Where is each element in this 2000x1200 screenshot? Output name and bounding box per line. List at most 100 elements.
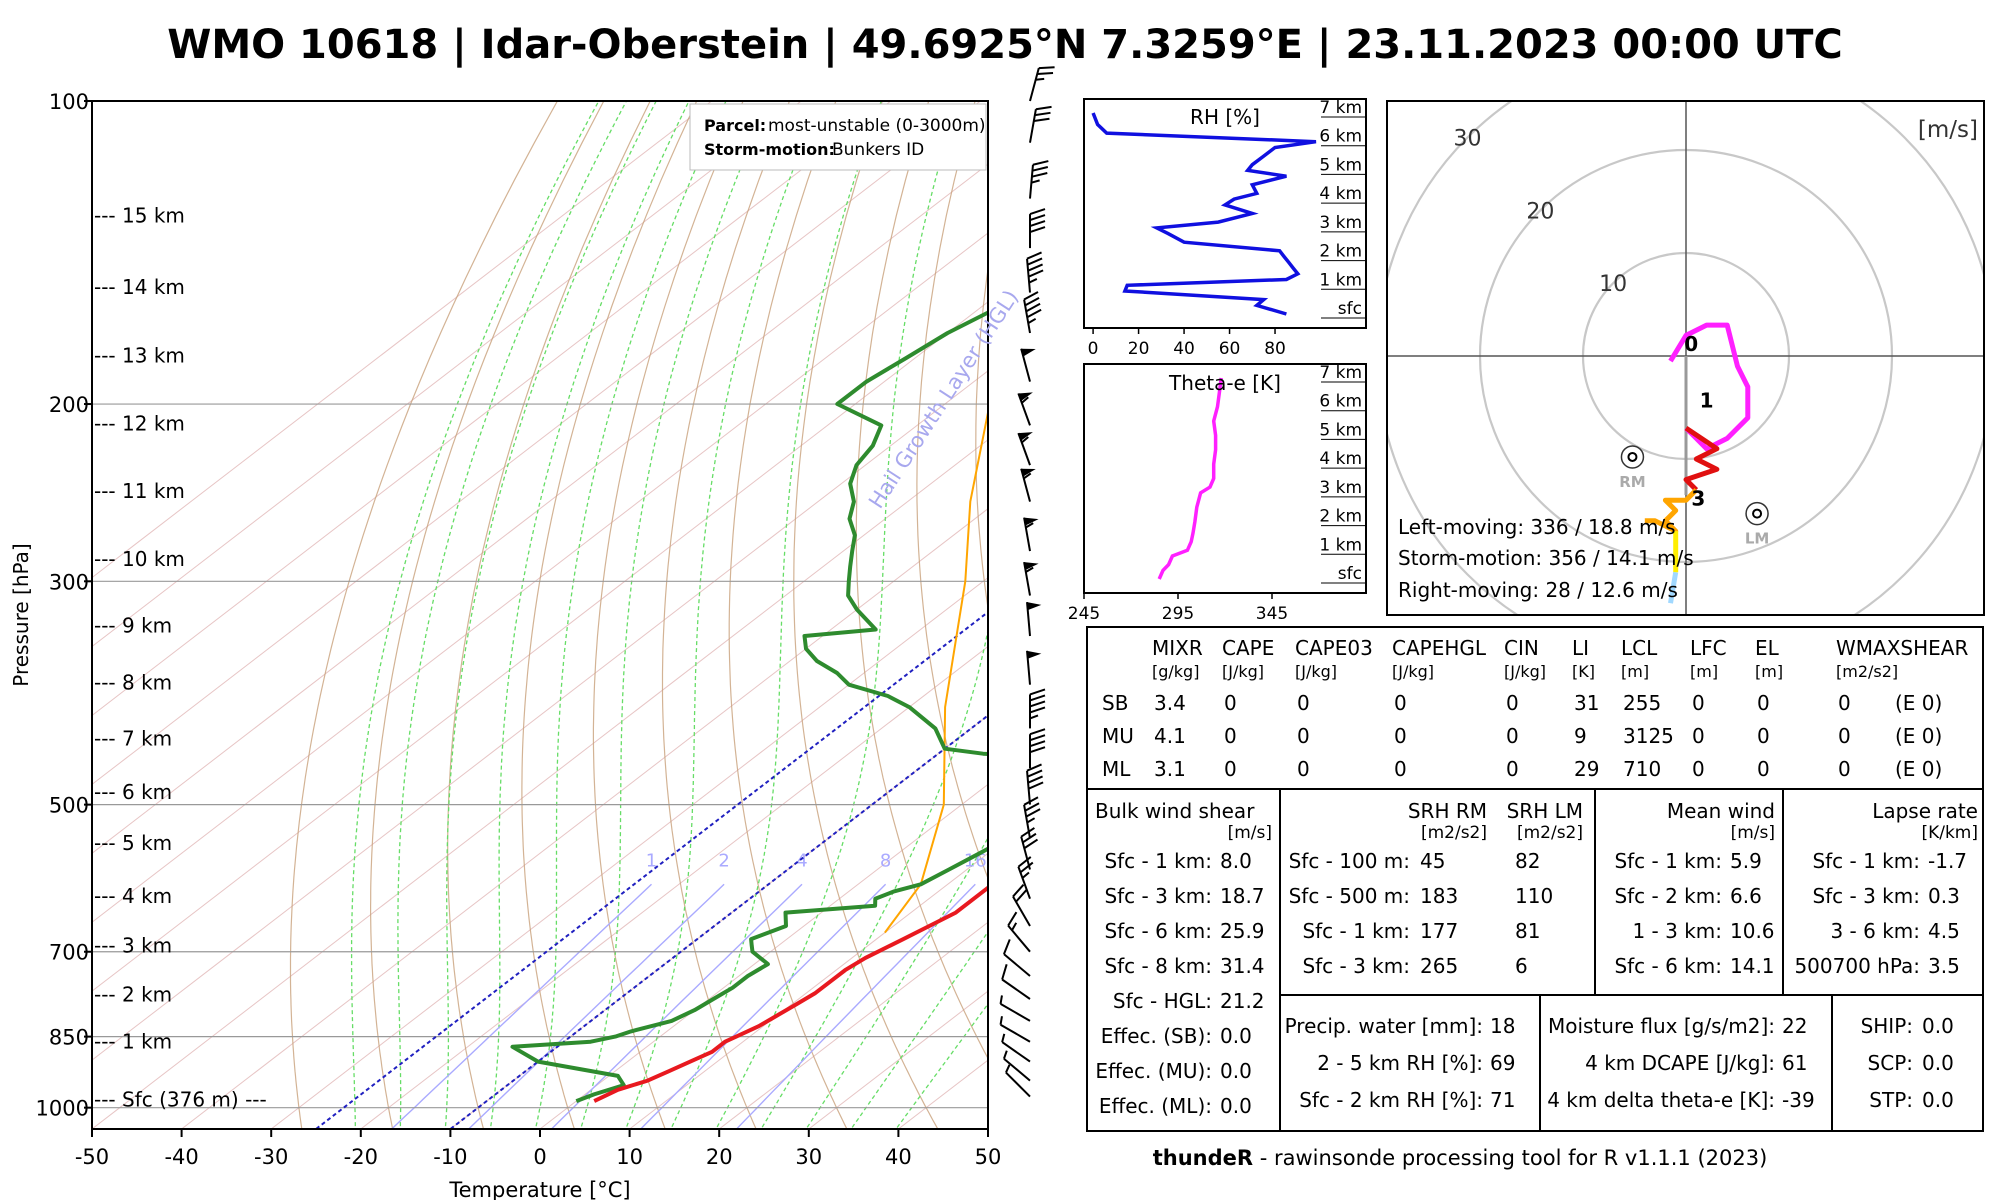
height-label: --- 12 km	[94, 411, 185, 435]
mixing-ratio-label: 1	[646, 850, 657, 871]
bulk-shear-label: Sfc - HGL:	[1113, 989, 1212, 1013]
temperature-tick-label: -20	[344, 1145, 378, 1169]
moist-adiabat	[350, 101, 600, 1129]
moist-adiabat	[625, 101, 821, 1129]
hodograph-storm-motion: Storm-motion: 356 / 14.1 m/s	[1398, 546, 1694, 570]
hodograph-trace-1-3km	[1683, 426, 1720, 492]
table-cell: 0	[1757, 757, 1770, 781]
skewt-frame	[91, 100, 989, 1130]
mixing-ratio-line	[639, 883, 887, 1129]
mean-wind-label: 1 - 3 km:	[1632, 919, 1722, 943]
srh-label: Sfc - 100 m:	[1289, 849, 1410, 873]
flux-label: 4 km DCAPE [J/kg]:	[1585, 1051, 1775, 1075]
temperature-tick-label: -30	[254, 1145, 288, 1169]
hodograph-km-label: 0	[1684, 332, 1698, 356]
hodograph-trace-3-6km	[1644, 488, 1699, 534]
bulk-shear-label: Sfc - 1 km:	[1104, 849, 1212, 873]
wind-barb	[1023, 561, 1039, 596]
wind-barb-flag	[1038, 66, 1055, 70]
moisture-value: 69	[1490, 1051, 1515, 1075]
wind-barb	[1023, 796, 1041, 839]
height-label: --- 5 km	[94, 831, 172, 855]
height-tick-label: 6 km	[1319, 127, 1362, 147]
wind-barb-half	[999, 1016, 1003, 1025]
wind-barb-half	[1029, 714, 1039, 720]
composite-value: 0.0	[1922, 1051, 1954, 1075]
height-tick-label: 1 km	[1319, 270, 1362, 290]
table-cell: 4.1	[1154, 724, 1186, 748]
dry-adiabat	[975, 264, 988, 613]
srh-rm-title: SRH RM	[1408, 799, 1487, 823]
thetae-panel-axes: 7 km 6 km 5 km 4 km 3 km 2 km 1 km sfc 245 295 345	[1068, 363, 1366, 624]
wind-barb-flag	[1029, 694, 1046, 702]
pressure-tick-label: 1000	[36, 1097, 89, 1121]
dry-adiabat	[1439, 101, 2000, 1133]
moist-adiabat	[760, 626, 988, 1129]
dry-adiabat	[1625, 101, 2000, 1133]
table-cell: 255	[1623, 691, 1661, 715]
wind-barb-staff	[1003, 953, 1031, 977]
wind-barb-half	[1021, 396, 1029, 404]
srh-lm-value: 81	[1515, 919, 1540, 943]
height-tick-label: 3 km	[1319, 213, 1362, 233]
pressure-tick-label: 850	[49, 1026, 89, 1050]
wind-barb-flag	[1029, 688, 1046, 696]
table-cell: 0	[1838, 757, 1851, 781]
mean-wind-value: 14.1	[1730, 954, 1775, 978]
table-header: LFC	[1690, 636, 1727, 660]
wind-barb-flag	[1032, 160, 1049, 166]
isotherm	[180, 508, 988, 1129]
srh-lm-value: 6	[1515, 954, 1528, 978]
moisture-label: 2 - 5 km RH [%]:	[1317, 1051, 1483, 1075]
mixing-ratio-label: 16	[964, 850, 987, 871]
mixing-ratio-line	[390, 883, 652, 1129]
pressure-tick-label: 300	[49, 570, 89, 594]
moist-adiabat	[489, 101, 690, 1129]
wind-barb-half	[1035, 77, 1045, 81]
bulk-shear-value: 0.0	[1220, 1059, 1252, 1083]
moist-adiabat	[397, 101, 628, 1129]
table-cell: 0	[1692, 724, 1705, 748]
wind-barb	[1023, 517, 1039, 552]
wind-barb-flag	[1029, 220, 1046, 228]
wind-barb-flag	[1020, 827, 1035, 838]
flux-value: 22	[1782, 1014, 1807, 1038]
wind-barb-flag	[1029, 208, 1046, 216]
table-header: CAPEHGL	[1392, 636, 1487, 660]
wind-barb	[1017, 392, 1033, 426]
wind-barb-half	[1025, 566, 1034, 573]
legend-box	[689, 103, 987, 171]
x-tick-label: 295	[1162, 604, 1194, 624]
height-label: --- 4 km	[94, 884, 172, 908]
table-cell-extra: (E 0)	[1895, 691, 1942, 715]
bulk-shear-value: 0.0	[1220, 1024, 1252, 1048]
height-label: --- 15 km	[94, 204, 185, 228]
height-tick-label: 4 km	[1319, 449, 1362, 469]
table-cell: 0	[1692, 757, 1705, 781]
lapse-rate-value: -1.7	[1928, 849, 1967, 873]
isotherm	[539, 783, 988, 1129]
wind-barb-flag	[1032, 166, 1049, 172]
dry-adiabat	[592, 101, 744, 1129]
temperature-tick-label: 0	[533, 1145, 546, 1169]
x-tick-label: 60	[1219, 339, 1241, 359]
composite-label: SCP:	[1868, 1051, 1913, 1075]
table-header: LI	[1572, 636, 1589, 660]
pressure-tick-label: 200	[49, 393, 89, 417]
height-label: --- 10 km	[94, 547, 185, 571]
wind-barb-flag	[1027, 775, 1043, 784]
hodograph-ring-label: 30	[1454, 127, 1482, 152]
wind-barb	[1029, 208, 1046, 249]
wind-barb-flag	[1007, 911, 1018, 927]
table-cell: 0	[1838, 691, 1851, 715]
height-tick-label: sfc	[1338, 564, 1362, 584]
rh-panel-frame	[1083, 98, 1367, 329]
thetae-profile-line	[1157, 377, 1223, 580]
height-tick-label: 6 km	[1319, 392, 1362, 412]
table-unit: [m]	[1755, 662, 1783, 681]
dry-adiabat	[1532, 101, 2000, 1133]
x-tick-label: 245	[1068, 604, 1100, 624]
parcel-legend: Parcel: most-unstable (0-3000m) Storm-mo…	[689, 103, 987, 171]
x-tick-label: 80	[1264, 339, 1286, 359]
